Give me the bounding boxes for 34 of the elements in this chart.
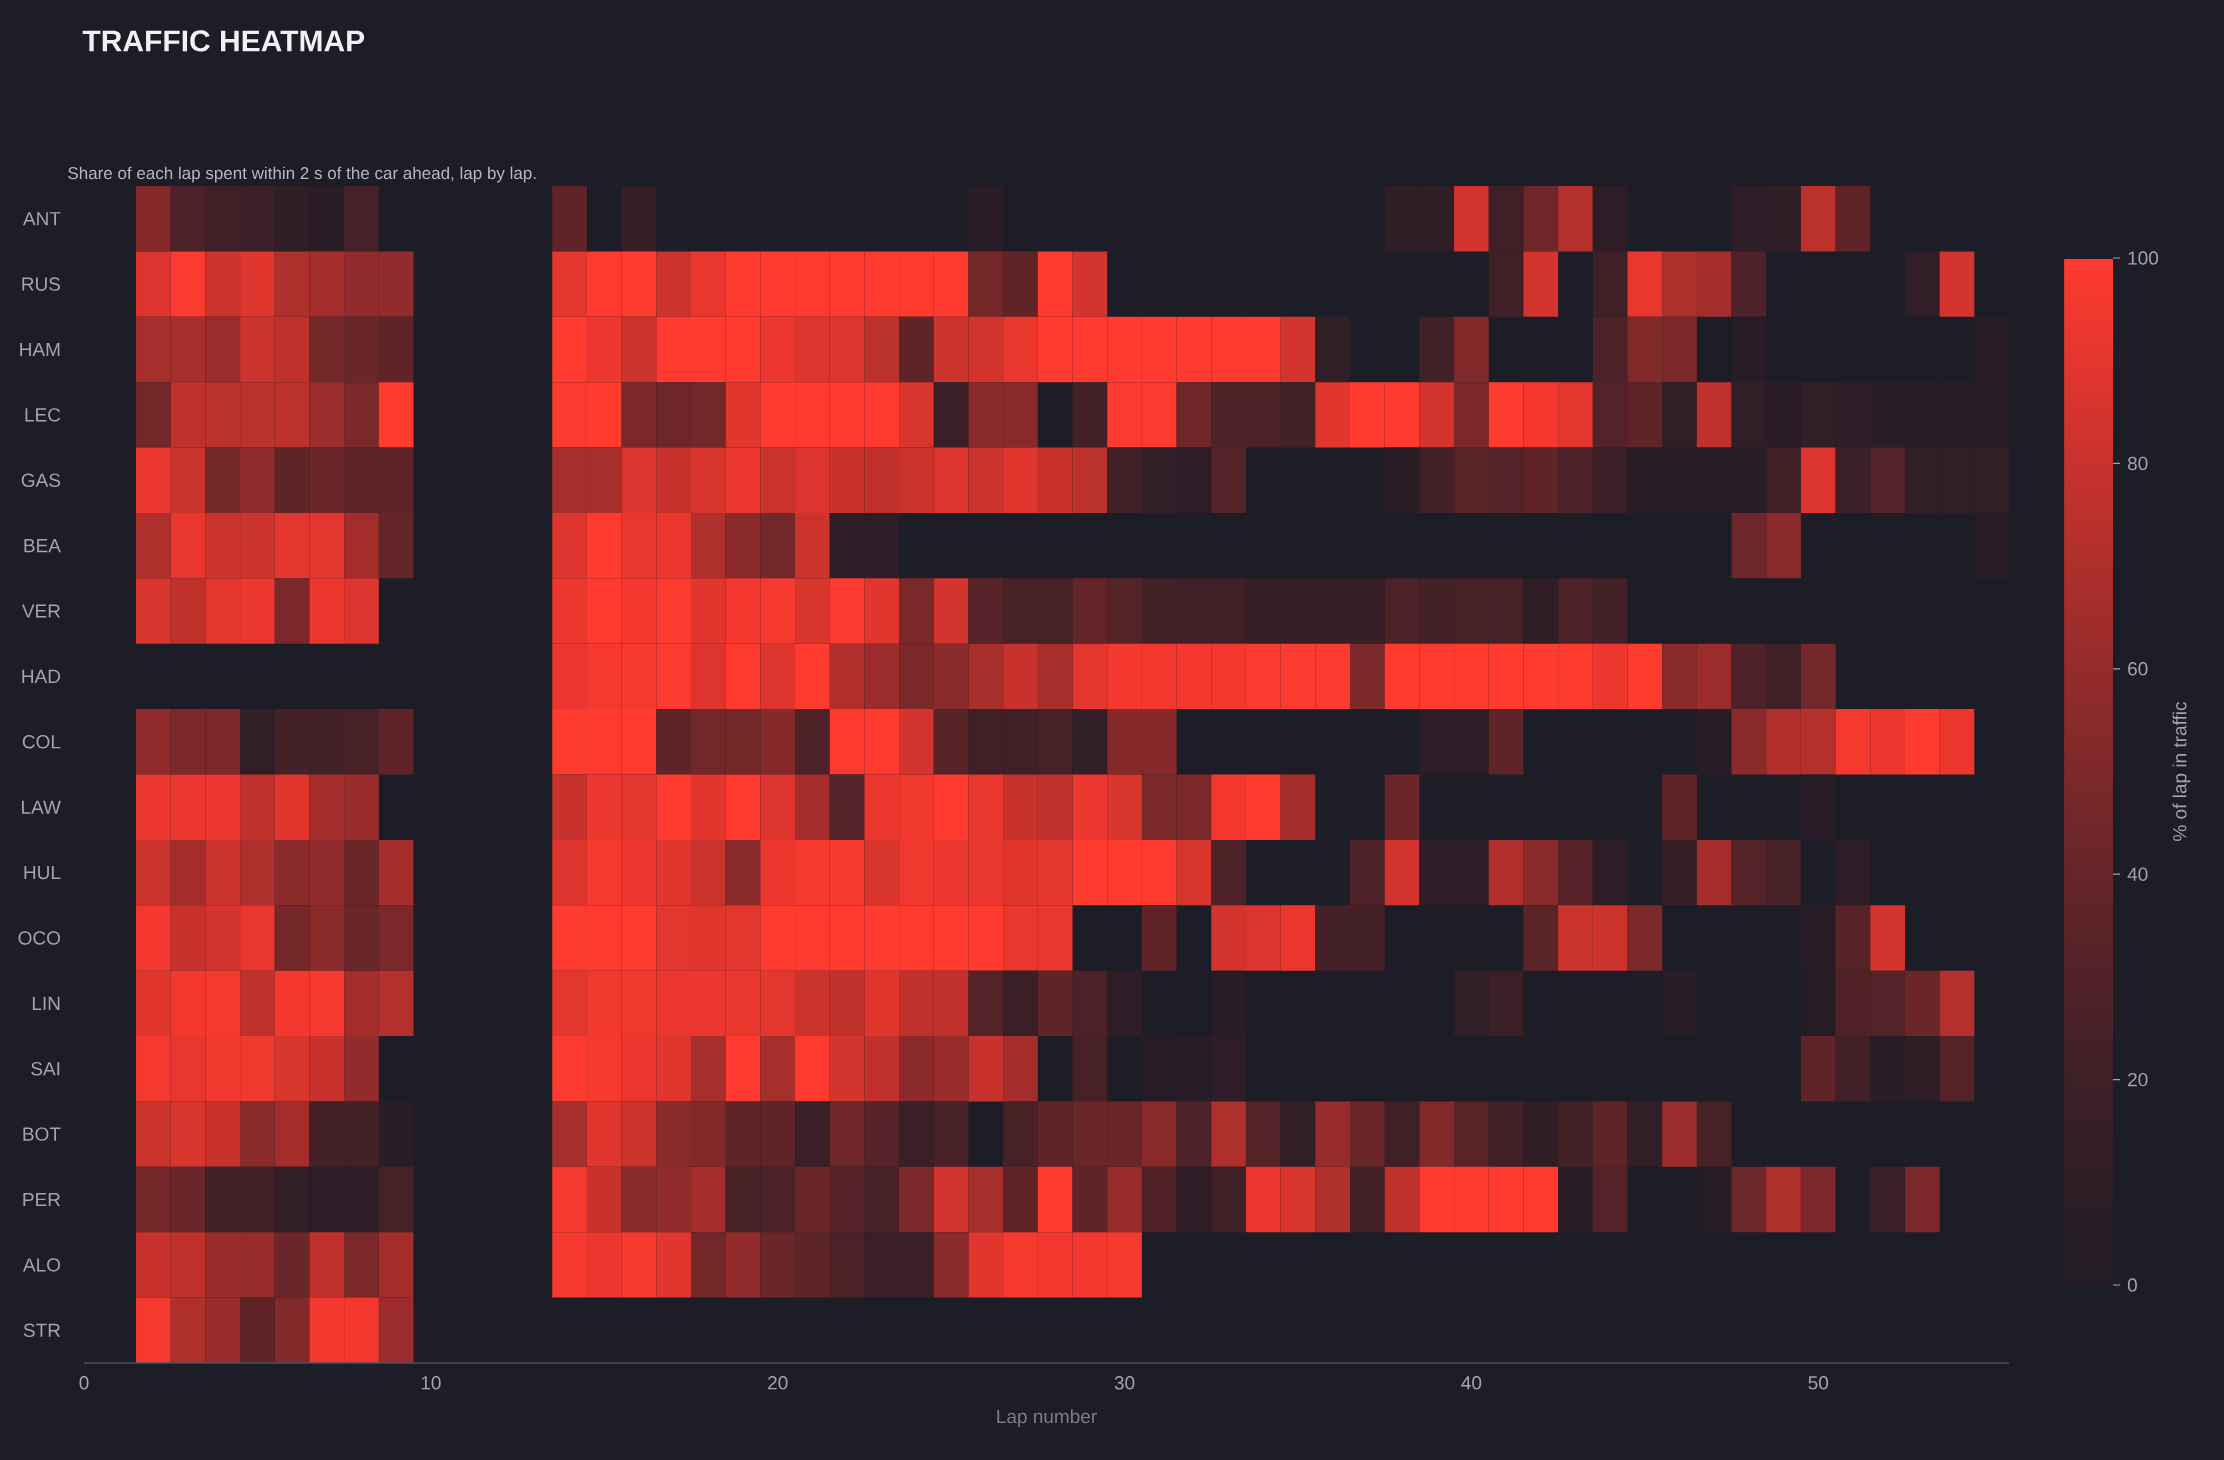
y-tick-label: HAD: [22, 669, 61, 683]
color-bar-label: 80: [2127, 456, 2148, 471]
color-bar-label: 100: [2128, 251, 2159, 265]
x-tick-label: 20: [768, 1376, 788, 1390]
y-tick-label: GAS: [21, 473, 61, 487]
x-tick-label: 30: [1114, 1376, 1135, 1390]
y-tick-label: VER: [21, 604, 61, 618]
color-bar-label: 40: [2127, 867, 2148, 881]
y-tick-label: COL: [22, 735, 61, 749]
y-tick-label: BOT: [23, 1127, 61, 1141]
x-tick-label: 50: [1808, 1376, 1829, 1390]
y-tick-label: RUS: [22, 277, 61, 291]
y-tick-label: ALO: [22, 1258, 61, 1272]
y-tick-label: HUL: [24, 865, 61, 880]
color-bar-label: 20: [2128, 1072, 2148, 1087]
chart-title: TRAFFIC HEATMAP: [82, 30, 365, 52]
y-tick-label: OCO: [18, 931, 61, 945]
x-tick-label: 10: [421, 1376, 441, 1390]
y-tick-label: STR: [23, 1323, 61, 1338]
chart-subtitle: Share of each lap spent within 2 s of the car ahead, lap by lap.: [68, 166, 536, 183]
y-tick-label: HAM: [20, 342, 60, 356]
y-tick-label: LIN: [32, 996, 60, 1010]
x-axis-title: Lap number: [997, 1409, 1097, 1427]
y-tick-label: ANT: [22, 212, 61, 226]
x-tick-label: 40: [1461, 1376, 1482, 1390]
y-tick-label: PER: [23, 1192, 61, 1207]
x-tick-label: 0: [79, 1376, 89, 1390]
y-tick-label: LEC: [25, 408, 61, 422]
y-tick-label: LAW: [22, 800, 61, 814]
color-bar-title: % of lap in traffic: [2172, 701, 2191, 841]
color-bar-label: 60: [2128, 662, 2148, 676]
y-tick-label: SAI: [31, 1062, 60, 1076]
color-bar-label: 0: [2127, 1278, 2137, 1292]
y-tick-label: BEA: [24, 539, 61, 553]
